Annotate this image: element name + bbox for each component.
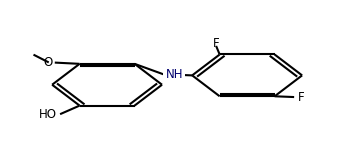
Text: F: F	[298, 91, 304, 104]
Text: O: O	[44, 56, 53, 69]
Text: NH: NH	[166, 68, 183, 81]
Text: F: F	[213, 37, 219, 50]
Text: HO: HO	[39, 108, 57, 122]
